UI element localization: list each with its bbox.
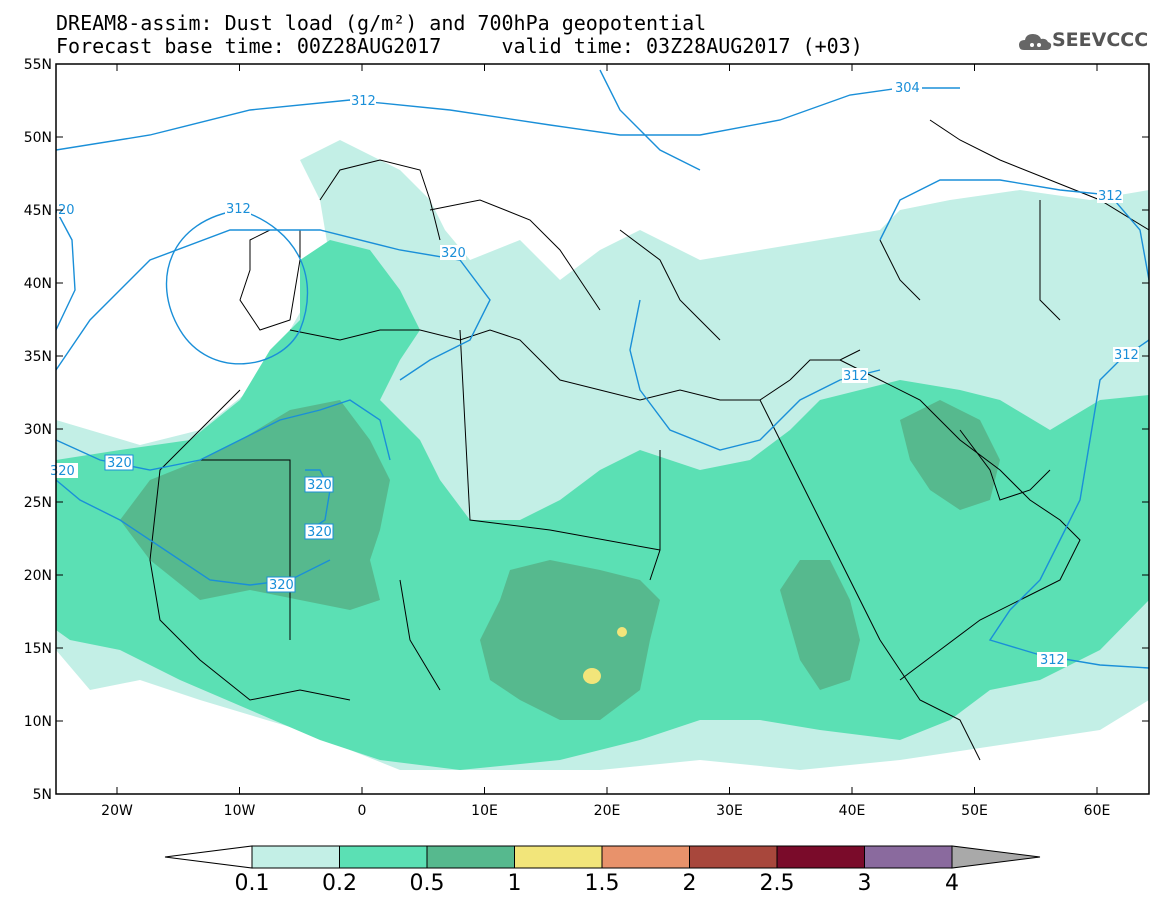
colorbar-label: 1 bbox=[508, 871, 522, 896]
lat-tick-label: 30N bbox=[24, 422, 52, 438]
lon-tick-label: 10E bbox=[471, 803, 498, 819]
dust-shading bbox=[56, 140, 1149, 770]
colorbar: 0.1 0.2 0.5 1 1.5 2 2.5 3 4 bbox=[164, 845, 1041, 896]
lon-tick-label: 50E bbox=[961, 803, 988, 819]
colorbar-min-arrow bbox=[164, 845, 253, 869]
dust-level-0-5-red-sea bbox=[900, 400, 1000, 510]
colorbar-label: 2 bbox=[683, 871, 697, 896]
colorbar-swatch bbox=[339, 845, 428, 869]
contour-label: 320 bbox=[269, 578, 294, 593]
colorbar-label: 2.5 bbox=[760, 871, 795, 896]
colorbar-label: 0.5 bbox=[410, 871, 445, 896]
dust-level-1-spot bbox=[583, 668, 601, 684]
map-title: DREAM8-assim: Dust load (g/m²) and 700hP… bbox=[56, 11, 707, 35]
dust-level-0-2 bbox=[56, 240, 1149, 770]
dust-level-0-5-east bbox=[780, 560, 860, 690]
colorbar-swatch bbox=[514, 845, 603, 869]
geopotential-contours bbox=[56, 69, 1149, 669]
contour-label: 20 bbox=[58, 203, 75, 218]
lat-tick-label: 50N bbox=[24, 130, 52, 146]
colorbar-swatch bbox=[864, 845, 953, 869]
lat-tick-label: 15N bbox=[24, 641, 52, 657]
contour-label: 320 bbox=[441, 246, 466, 261]
lon-tick-label: 20E bbox=[594, 803, 621, 819]
contour-label: 312 bbox=[843, 369, 868, 384]
contour-label-group: 312 304 312 312 320 312 312 320 320 320 … bbox=[50, 80, 1139, 668]
colorbar-label: 0.1 bbox=[235, 871, 270, 896]
contour-label: 312 bbox=[226, 202, 251, 217]
colorbar-swatch bbox=[251, 845, 340, 869]
dust-level-0-5-central bbox=[480, 560, 660, 720]
colorbar-swatch bbox=[426, 845, 515, 869]
lat-tick-label: 55N bbox=[24, 57, 52, 73]
lat-tick-label: 25N bbox=[24, 495, 52, 511]
lat-tick-label: 10N bbox=[24, 714, 52, 730]
lon-tick-label: 0 bbox=[358, 803, 367, 819]
contour-label: 312 bbox=[1098, 189, 1123, 204]
lon-tick-label: 30E bbox=[716, 803, 743, 819]
colorbar-label: 0.2 bbox=[322, 871, 357, 896]
lat-tick-label: 5N bbox=[33, 787, 52, 803]
coastlines bbox=[149, 119, 1149, 761]
cloud-icon bbox=[1019, 34, 1052, 50]
lon-tick-label: 60E bbox=[1084, 803, 1111, 819]
contour-label: 312 bbox=[1114, 348, 1139, 363]
lat-tick-label: 20N bbox=[24, 568, 52, 584]
contour-label: 320 bbox=[307, 525, 332, 540]
colorbar-swatch bbox=[776, 845, 865, 869]
longitude-axis: 20W 10W 0 10E 20E 30E 40E 50E 60E bbox=[101, 64, 1110, 819]
lon-tick-label: 10W bbox=[224, 803, 256, 819]
colorbar-label: 4 bbox=[945, 871, 959, 896]
contour-label: 304 bbox=[895, 81, 920, 96]
forecast-time-line: Forecast base time: 00Z28AUG2017 valid t… bbox=[56, 34, 863, 58]
lat-tick-label: 45N bbox=[24, 203, 52, 219]
colorbar-swatch bbox=[601, 845, 690, 869]
lon-tick-label: 20W bbox=[101, 803, 133, 819]
contour-label: 312 bbox=[351, 94, 376, 109]
colorbar-max-arrow bbox=[951, 845, 1041, 869]
latitude-axis: 55N 50N 45N 40N 35N 30N 25N 20N 15N 10N 5N bbox=[24, 57, 1149, 803]
dust-level-0-5-west bbox=[120, 400, 390, 610]
colorbar-swatch bbox=[689, 845, 778, 869]
contour-label: 312 bbox=[1040, 653, 1065, 668]
lat-tick-label: 40N bbox=[24, 276, 52, 292]
contour-label: 320 bbox=[307, 478, 332, 493]
lon-tick-label: 40E bbox=[839, 803, 866, 819]
contour-label: 320 bbox=[50, 464, 75, 479]
contour-label: 320 bbox=[107, 456, 132, 471]
dust-level-1-spot bbox=[617, 627, 627, 637]
colorbar-label: 1.5 bbox=[585, 871, 620, 896]
lat-tick-label: 35N bbox=[24, 349, 52, 365]
logo-text: SEEVCCC bbox=[1052, 29, 1149, 51]
colorbar-label: 3 bbox=[858, 871, 872, 896]
